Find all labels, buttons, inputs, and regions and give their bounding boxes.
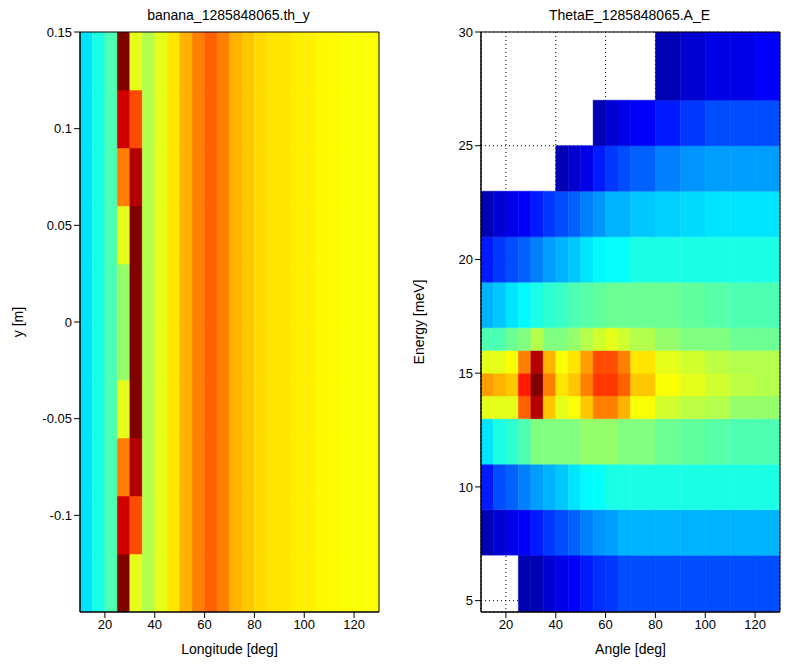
svg-text:80: 80 [247, 617, 261, 632]
svg-text:40: 40 [549, 617, 563, 632]
svg-text:100: 100 [293, 617, 315, 632]
svg-text:40: 40 [148, 617, 162, 632]
svg-text:30: 30 [459, 26, 473, 40]
html-text:banana_1285848065.th_y: banana_1285848065.th_y [147, 7, 310, 23]
svg-text:120: 120 [343, 617, 365, 632]
svg-text:Energy [meV]: Energy [meV] [411, 280, 427, 365]
svg-text:0.05: 0.05 [47, 218, 72, 233]
svg-text:10: 10 [459, 480, 473, 495]
html-text:ThetaE_1285848065.A_E: ThetaE_1285848065.A_E [548, 7, 711, 23]
svg-text:25: 25 [459, 138, 473, 153]
svg-text:5: 5 [466, 593, 473, 608]
svg-text:20: 20 [459, 252, 473, 267]
svg-text:0: 0 [65, 315, 72, 330]
svg-text:20: 20 [98, 617, 112, 632]
svg-text:80: 80 [648, 617, 662, 632]
svg-text:Longitude [deg]: Longitude [deg] [181, 641, 278, 657]
svg-text:120: 120 [744, 617, 766, 632]
svg-text:-0.1: -0.1 [50, 508, 72, 523]
svg-text:0.1: 0.1 [54, 121, 72, 136]
svg-text:0.15: 0.15 [47, 26, 72, 40]
svg-text:y [m]: y [m] [10, 307, 26, 337]
svg-text:Angle [deg]: Angle [deg] [595, 641, 666, 657]
svg-text:20: 20 [499, 617, 513, 632]
svg-text:15: 15 [459, 366, 473, 381]
svg-text:60: 60 [197, 617, 211, 632]
svg-text:60: 60 [598, 617, 612, 632]
svg-text:-0.05: -0.05 [42, 411, 72, 426]
svg-text:100: 100 [694, 617, 716, 632]
